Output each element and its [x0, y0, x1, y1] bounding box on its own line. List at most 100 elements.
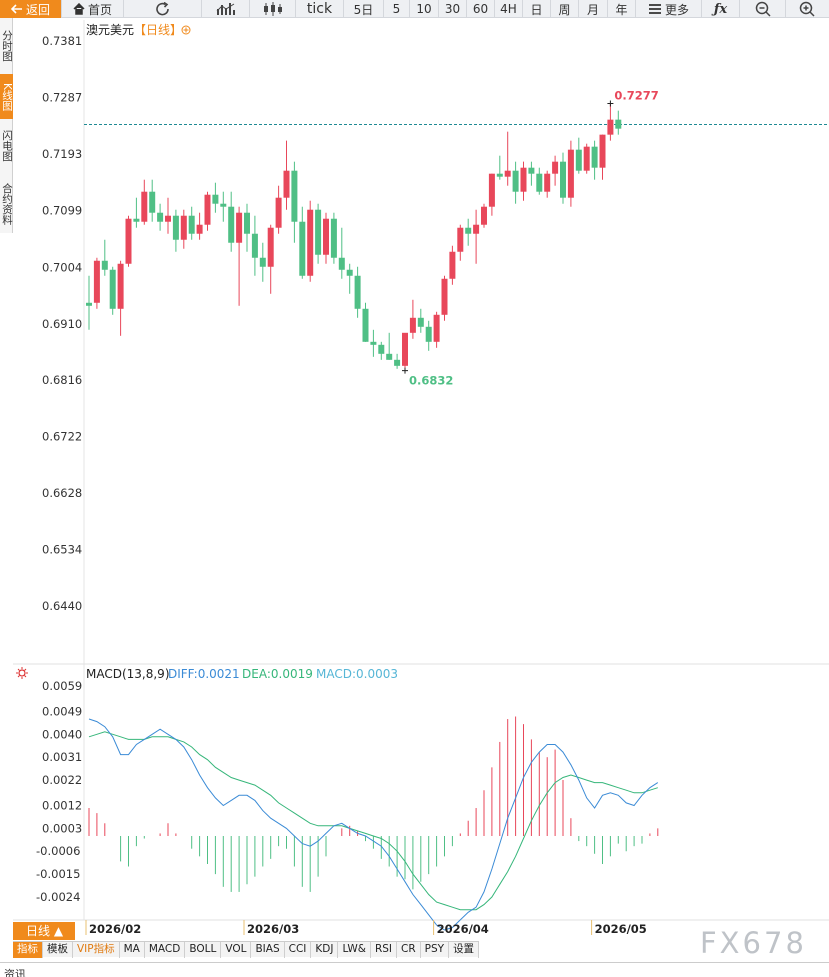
candle-body: [251, 233, 258, 258]
tick-button[interactable]: tick: [296, 0, 344, 18]
indicator-tab[interactable]: VIP指标: [73, 942, 120, 958]
candle-body: [338, 257, 345, 270]
candle-body: [512, 170, 519, 192]
indicator-tab[interactable]: PSY: [421, 942, 450, 958]
indicator-tab[interactable]: 模板: [43, 942, 73, 958]
min-price-label: 0.6832: [409, 374, 453, 388]
period-10[interactable]: 10: [410, 0, 439, 18]
period-year[interactable]: 年: [608, 0, 636, 18]
macd-tick-label: -0.0024: [36, 890, 80, 904]
date-label: 2026/04: [437, 922, 489, 936]
back-button[interactable]: 返回: [0, 0, 62, 18]
refresh-button[interactable]: [124, 0, 202, 18]
symbol-label: 澳元美元: [86, 23, 134, 37]
diff-line: [88, 718, 659, 931]
indicator-tab[interactable]: RSI: [371, 942, 397, 958]
macd-tick-label: 0.0059: [42, 679, 82, 693]
watermark: FX678: [700, 926, 807, 960]
settings-icon[interactable]: [18, 669, 26, 677]
candle-body: [180, 215, 187, 240]
period-5[interactable]: 5: [384, 0, 410, 18]
more-label: 更多: [664, 2, 689, 17]
period-selector-button[interactable]: 日线 ▲: [13, 922, 75, 940]
zoom-in-button[interactable]: [786, 0, 828, 18]
home-icon: [73, 3, 85, 15]
back-arrow-icon: [10, 4, 22, 14]
indicator-tab[interactable]: CR: [397, 942, 421, 958]
tab-contract-info[interactable]: 合约资料: [0, 176, 13, 232]
candle-body: [417, 317, 424, 327]
bottom-bar: 资讯: [0, 962, 829, 977]
tab-kline[interactable]: K线图: [0, 74, 13, 119]
price-tick-label: 0.7287: [42, 90, 82, 104]
zoom-out-button[interactable]: [740, 0, 786, 18]
candle-body: [346, 269, 353, 276]
candle-body: [544, 173, 551, 192]
formula-button[interactable]: ƒx: [702, 0, 740, 18]
candle-body: [441, 278, 448, 315]
macd-tick-label: 0.0049: [42, 704, 82, 718]
indicator-tab[interactable]: 指标: [13, 942, 43, 958]
side-tabs: 分时图 K线图 闪电图 合约资料: [0, 18, 13, 233]
home-button[interactable]: 首页: [62, 0, 124, 18]
period-4h[interactable]: 4H: [495, 0, 523, 18]
zoom-in-icon: [799, 1, 815, 17]
period-label: 月: [586, 2, 599, 17]
candle-body: [283, 170, 290, 198]
price-tick-label: 0.7381: [42, 34, 82, 48]
min-marker: [402, 367, 408, 374]
candle-body: [560, 161, 566, 198]
tab-timeshare[interactable]: 分时图: [0, 24, 13, 68]
candle-body: [220, 203, 227, 207]
candle-body: [496, 173, 503, 177]
macd-tick-label: 0.0031: [42, 750, 82, 764]
dea-line: [88, 731, 658, 911]
candle-body: [157, 212, 164, 222]
candle-body: [504, 170, 511, 177]
home-label: 首页: [87, 2, 112, 17]
candle-body: [354, 275, 361, 309]
period-day[interactable]: 日: [523, 0, 551, 18]
period-5day[interactable]: 5日: [344, 0, 384, 18]
indicator-tab[interactable]: CCI: [285, 942, 312, 958]
candle-body: [133, 218, 140, 222]
candle-body: [299, 221, 306, 276]
indicator-tab[interactable]: MA: [120, 942, 145, 958]
indicator-tab[interactable]: KDJ: [311, 942, 339, 958]
chart-type-button[interactable]: [202, 0, 250, 18]
macd-diff-value: DIFF:0.0021: [168, 667, 240, 681]
candle-body: [520, 167, 527, 192]
indicator-tab[interactable]: BIAS: [251, 942, 285, 958]
period-month[interactable]: 月: [579, 0, 608, 18]
candle-body: [125, 218, 132, 264]
period-week[interactable]: 周: [551, 0, 579, 18]
candle-body: [275, 197, 282, 228]
period-label: 60: [472, 2, 489, 16]
period-60[interactable]: 60: [467, 0, 495, 18]
candle-body: [583, 146, 590, 171]
indicator-tab[interactable]: VOL: [221, 942, 252, 958]
tab-label: K线图: [1, 82, 13, 111]
candle-body: [402, 332, 408, 366]
candle-body: [457, 227, 464, 252]
candle-body: [188, 215, 195, 234]
period-30[interactable]: 30: [439, 0, 467, 18]
price-tick-label: 0.7004: [42, 260, 82, 274]
candle-body: [433, 314, 440, 342]
more-button[interactable]: 更多: [636, 0, 702, 18]
add-icon[interactable]: [181, 25, 191, 35]
candle-body: [449, 251, 456, 279]
candle-body: [481, 206, 487, 225]
indicator-tab[interactable]: LW&: [338, 942, 371, 958]
indicator-tab[interactable]: 设置: [449, 942, 480, 958]
candlestick-button[interactable]: [250, 0, 296, 18]
period-label: 周: [558, 2, 571, 17]
macd-tick-label: 0.0012: [42, 798, 82, 812]
indicator-tab[interactable]: MACD: [145, 942, 186, 958]
top-toolbar: 返回 首页 tick 5日 5 10 30 60 4H 日 周 月 年 更多: [0, 0, 829, 18]
back-label: 返回: [25, 2, 50, 17]
indicator-tab[interactable]: BOLL: [185, 942, 222, 958]
candle-body: [212, 194, 219, 204]
tab-flash[interactable]: 闪电图: [0, 124, 13, 168]
